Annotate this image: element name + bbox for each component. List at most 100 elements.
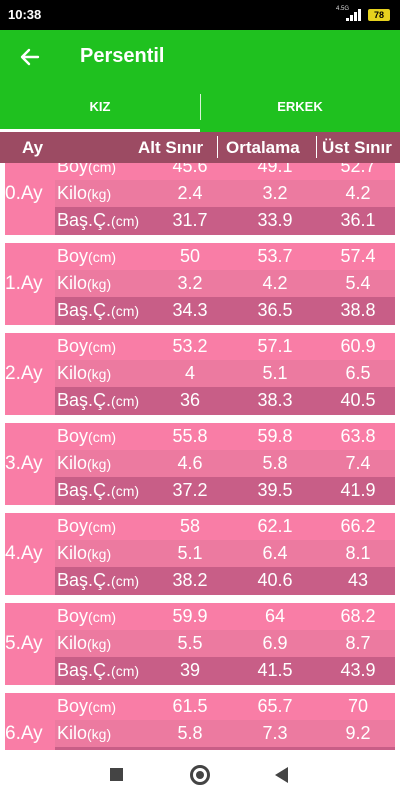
header-divider — [217, 136, 218, 158]
average-value: 41.5 — [257, 660, 293, 680]
month-block: 6.Ay Boy(cm) 61.5 65.7 70 Kilo(kg) 5.8 7.3 9.2 Ba… — [5, 693, 395, 750]
measure-name: Boy — [57, 336, 89, 356]
arrow-left-icon[interactable] — [14, 42, 44, 72]
upper-value: 4.2 — [345, 183, 371, 203]
header-upper: Üst Sınır — [322, 138, 392, 157]
upper-value: 7.4 — [345, 453, 371, 473]
measure-label: Kilo(kg) — [57, 543, 111, 564]
average-value: 4.2 — [262, 273, 288, 293]
lower-value: 34.3 — [172, 300, 208, 320]
upper-value: 66.2 — [340, 516, 376, 536]
month-label: 4.Ay — [5, 543, 43, 564]
upper-value: 40.5 — [340, 390, 376, 410]
measure-label: Kilo(kg) — [57, 633, 111, 654]
measure-unit: (cm) — [88, 163, 117, 175]
measure-name: Baş.Ç. — [57, 210, 112, 230]
month-block: 0.Ay Boy(cm) 45.6 49.1 52.7 Kilo(kg) 2.4 3.2 4.2… — [5, 163, 395, 235]
upper-value: 41.9 — [340, 480, 376, 500]
month-label: 0.Ay — [5, 183, 43, 204]
lower-value: 45.6 — [172, 163, 208, 176]
average-value: 33.9 — [257, 210, 293, 230]
circle-icon[interactable] — [190, 765, 210, 785]
measure-unit: (cm) — [88, 519, 117, 535]
measure-unit: (cm) — [111, 483, 140, 499]
header-average: Ortalama — [226, 138, 300, 157]
percentile-list[interactable]: 0.Ay Boy(cm) 45.6 49.1 52.7 Kilo(kg) 2.4 3.2 4.2… — [0, 163, 400, 750]
signal-icon — [346, 9, 362, 21]
upper-value: 68.2 — [340, 606, 376, 626]
table-row: Baş.Ç.(cm) 36 38.3 40.5 — [55, 387, 395, 415]
measure-label: Baş.Ç.(cm) — [57, 300, 139, 321]
lower-value: 3.2 — [177, 273, 203, 293]
month-label: 6.Ay — [5, 723, 43, 744]
measure-unit: (kg) — [87, 726, 112, 742]
table-row: Baş.Ç.(cm) 39 41.5 43.9 — [55, 657, 395, 685]
average-value: 6.9 — [262, 633, 288, 653]
average-value: 38.3 — [257, 390, 293, 410]
measure-name: Boy — [57, 163, 89, 176]
measure-label: Boy(cm) — [57, 246, 116, 267]
average-value: 3.2 — [262, 183, 288, 203]
measure-name: Baş.Ç. — [57, 480, 112, 500]
month-label: 3.Ay — [5, 453, 43, 474]
table-row: Boy(cm) 61.5 65.7 70 — [55, 693, 395, 720]
measure-label: Boy(cm) — [57, 336, 116, 357]
measure-unit: (cm) — [88, 609, 117, 625]
lower-value: 4.6 — [177, 453, 203, 473]
measure-name: Boy — [57, 516, 89, 536]
upper-value: 57.4 — [340, 246, 376, 266]
square-icon[interactable] — [110, 768, 123, 781]
lower-value: 5.1 — [177, 543, 203, 563]
lower-value: 59.9 — [172, 606, 208, 626]
tab-erkek[interactable]: ERKEK — [277, 99, 323, 114]
measure-unit: (cm) — [88, 429, 117, 445]
average-value: 36.5 — [257, 300, 293, 320]
average-value: 62.1 — [257, 516, 293, 536]
measure-label: Baş.Ç.(cm) — [57, 390, 139, 411]
upper-value: 8.7 — [345, 633, 371, 653]
upper-value: 6.5 — [345, 363, 371, 383]
measure-unit: (cm) — [111, 303, 140, 319]
table-row: Baş.Ç.(cm) 31.7 33.9 36.1 — [55, 207, 395, 235]
measure-name: Kilo — [57, 453, 88, 473]
measure-label: Kilo(kg) — [57, 723, 111, 744]
measure-name: Boy — [57, 606, 89, 626]
tab-indicator — [0, 129, 200, 132]
month-label: 2.Ay — [5, 363, 43, 384]
measure-unit: (cm) — [88, 339, 117, 355]
measure-name: Kilo — [57, 543, 88, 563]
table-row: Baş.Ç.(cm) 38.2 40.6 43 — [55, 567, 395, 595]
average-value: 59.8 — [257, 426, 293, 446]
table-row: Boy(cm) 59.9 64 68.2 — [55, 603, 395, 630]
measure-label: Baş.Ç.(cm) — [57, 570, 139, 591]
average-value: 5.8 — [262, 453, 288, 473]
month-block: 2.Ay Boy(cm) 53.2 57.1 60.9 Kilo(kg) 4 5.1 6.5 Ba… — [5, 333, 395, 415]
upper-value: 9.2 — [345, 723, 371, 743]
upper-value: 43.9 — [340, 660, 376, 680]
measure-unit: (kg) — [87, 636, 112, 652]
triangle-back-icon[interactable] — [275, 767, 288, 783]
measure-name: Boy — [57, 426, 89, 446]
tab-kiz[interactable]: KIZ — [89, 99, 111, 114]
measure-unit: (cm) — [111, 213, 140, 229]
average-value: 57.1 — [257, 336, 293, 356]
upper-value: 63.8 — [340, 426, 376, 446]
average-value: 64 — [264, 606, 286, 626]
measure-name: Kilo — [57, 363, 88, 383]
upper-value: 38.8 — [340, 300, 376, 320]
upper-value: 60.9 — [340, 336, 376, 356]
average-value: 6.4 — [262, 543, 288, 563]
table-row: Boy(cm) 45.6 49.1 52.7 — [55, 163, 395, 180]
measure-unit: (cm) — [88, 249, 117, 265]
table-row: Baş.Ç.(cm) 37.2 39.5 41.9 — [55, 477, 395, 505]
average-value: 53.7 — [257, 246, 293, 266]
lower-value: 36 — [179, 390, 201, 410]
measure-name: Boy — [57, 246, 89, 266]
average-value: 65.7 — [257, 696, 293, 716]
measure-label: Kilo(kg) — [57, 183, 111, 204]
measure-label: Baş.Ç.(cm) — [57, 660, 139, 681]
measure-label: Boy(cm) — [57, 606, 116, 627]
measure-unit: (cm) — [88, 699, 117, 715]
month-block: 3.Ay Boy(cm) 55.8 59.8 63.8 Kilo(kg) 4.6 5.8 7.4… — [5, 423, 395, 505]
lower-value: 38.2 — [172, 570, 208, 590]
